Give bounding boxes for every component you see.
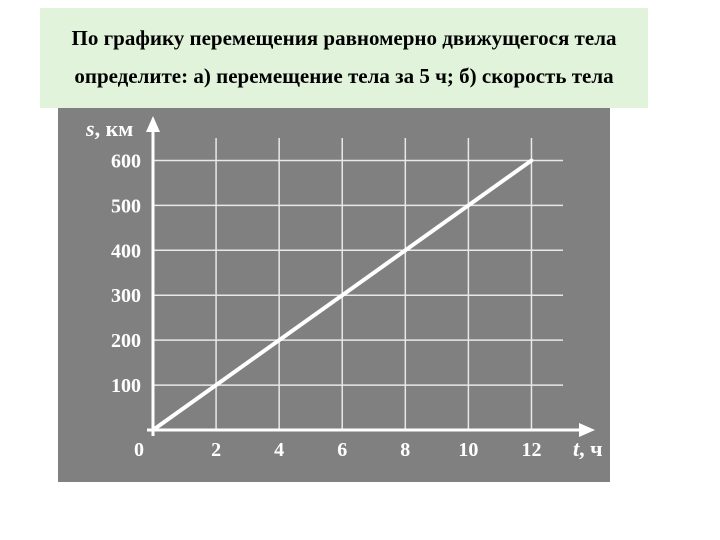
svg-text:300: 300 — [111, 285, 141, 307]
svg-text:600: 600 — [111, 150, 141, 172]
svg-text:0: 0 — [134, 439, 144, 461]
chart-svg: 2 4 6 8 10 12 100 200 300 400 500 600 0 s, км t, ч — [58, 108, 610, 482]
question-line1: По графику перемещения равномерно движущ… — [60, 20, 628, 58]
svg-text:100: 100 — [111, 375, 141, 397]
svg-text:t, ч: t, ч — [573, 436, 603, 461]
question-panel: По графику перемещения равномерно движущ… — [40, 8, 648, 108]
question-line2: определите: а) перемещение тела за 5 ч; … — [60, 58, 628, 96]
displacement-chart: 2 4 6 8 10 12 100 200 300 400 500 600 0 s, км t, ч — [58, 108, 610, 482]
svg-text:s, км: s, км — [85, 116, 133, 141]
svg-text:2: 2 — [211, 439, 221, 461]
svg-text:400: 400 — [111, 240, 141, 262]
svg-text:12: 12 — [521, 439, 541, 461]
svg-text:8: 8 — [400, 439, 410, 461]
svg-text:500: 500 — [111, 195, 141, 217]
svg-text:200: 200 — [111, 330, 141, 352]
svg-text:4: 4 — [274, 439, 284, 461]
svg-text:10: 10 — [458, 439, 478, 461]
svg-text:6: 6 — [337, 439, 347, 461]
